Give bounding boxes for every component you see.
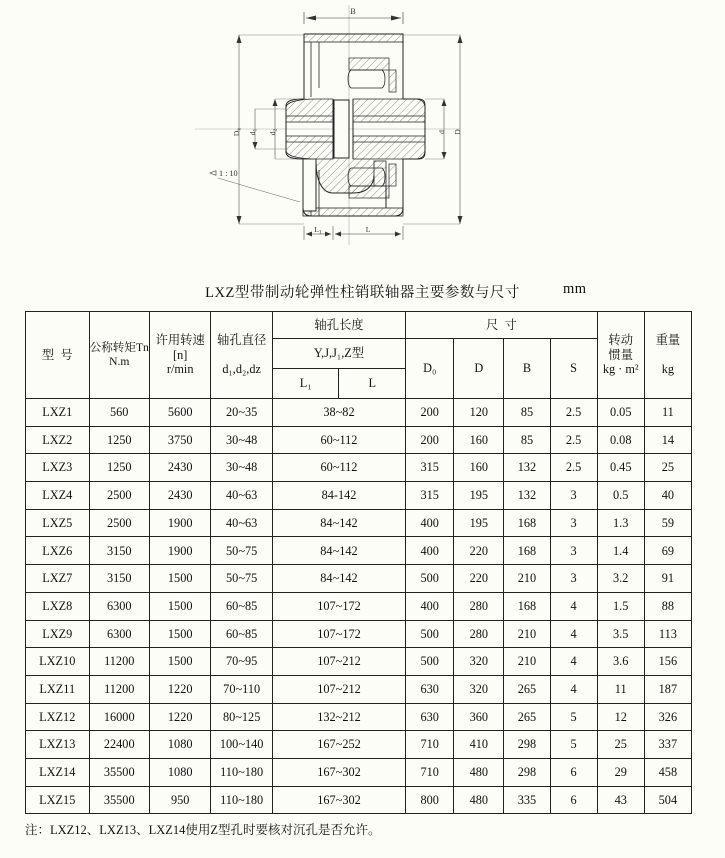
svg-text:d: d — [437, 130, 446, 134]
svg-text:L: L — [366, 225, 371, 234]
svg-text:d1: d1 — [248, 129, 259, 136]
svg-text:D: D — [453, 129, 462, 135]
svg-text:L1: L1 — [314, 225, 322, 236]
svg-text:1 : 10: 1 : 10 — [219, 169, 238, 178]
svg-text:d2: d2 — [268, 129, 279, 136]
svg-text:B: B — [350, 7, 355, 16]
